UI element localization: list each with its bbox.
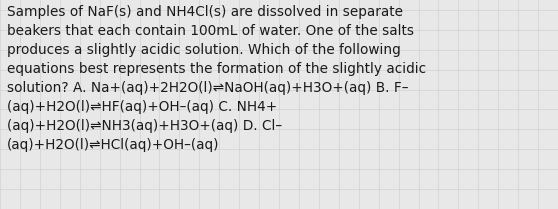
- Text: Samples of NaF(s) and NH4Cl(s) are dissolved in separate
beakers that each conta: Samples of NaF(s) and NH4Cl(s) are disso…: [7, 5, 426, 152]
